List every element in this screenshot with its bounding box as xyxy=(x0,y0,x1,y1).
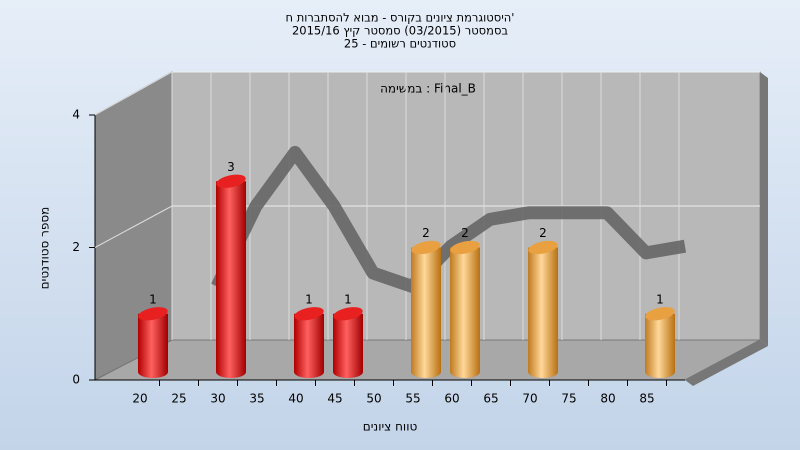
x-tick-label: 20 xyxy=(132,392,147,406)
bar-cap xyxy=(138,307,168,321)
grid-line xyxy=(94,205,173,248)
trend-ribbon xyxy=(211,145,687,293)
bar-cap xyxy=(528,240,558,255)
value-label: 1 xyxy=(305,292,313,306)
x-tick-label: 70 xyxy=(522,392,537,406)
bar xyxy=(528,247,558,378)
bar-cap xyxy=(645,307,675,321)
value-label: 1 xyxy=(656,292,664,306)
x-tick-label: 55 xyxy=(405,392,420,406)
title-line: היסטוגרמת ציונים בקורס - מבוא להסתברות ח… xyxy=(286,11,515,25)
x-tick-label: 75 xyxy=(561,392,576,406)
value-label: 2 xyxy=(539,226,547,240)
bar-cap xyxy=(450,240,480,255)
x-tick-label: 50 xyxy=(366,392,381,406)
annotation: במשימה : Final_B xyxy=(380,82,476,96)
bar-cap xyxy=(216,174,246,188)
wall-edge xyxy=(760,72,768,346)
x-tick-label: 60 xyxy=(444,392,459,406)
value-label: 1 xyxy=(344,292,352,306)
value-label: 2 xyxy=(422,226,430,240)
title-line: בסמסטר (03/2015) סמסטר קיץ 2015/16 xyxy=(292,24,508,38)
bar xyxy=(411,247,441,378)
x-tick-label: 30 xyxy=(210,392,225,406)
bar xyxy=(333,313,363,378)
floor-edge xyxy=(685,340,768,386)
bar-cap xyxy=(294,307,324,321)
y-tick-label: 0 xyxy=(72,373,80,387)
x-axis-label: טווח ציונים xyxy=(363,420,418,434)
x-tick-label: 40 xyxy=(288,392,303,406)
value-label: 3 xyxy=(227,160,235,174)
bar-cap xyxy=(333,307,363,321)
y-axis-label: מספר סטודנטים xyxy=(38,207,52,290)
x-tick-label: 65 xyxy=(483,392,498,406)
value-label: 2 xyxy=(461,226,469,240)
bar xyxy=(138,313,168,378)
bar xyxy=(294,313,324,378)
x-tick-label: 85 xyxy=(639,392,654,406)
bar xyxy=(645,313,675,378)
value-label: 1 xyxy=(149,292,157,306)
y-tick-label: 4 xyxy=(72,108,80,122)
x-tick-label: 25 xyxy=(171,392,186,406)
grid-line xyxy=(94,71,173,116)
bar xyxy=(450,247,480,378)
x-tick-label: 45 xyxy=(327,392,342,406)
bar-cap xyxy=(411,240,441,255)
title-line: סטודנטים רשומים - 25 xyxy=(344,37,456,51)
bar xyxy=(216,181,246,378)
y-tick-label: 2 xyxy=(72,240,80,254)
x-tick-label: 80 xyxy=(600,392,615,406)
x-tick-label: 35 xyxy=(249,392,264,406)
